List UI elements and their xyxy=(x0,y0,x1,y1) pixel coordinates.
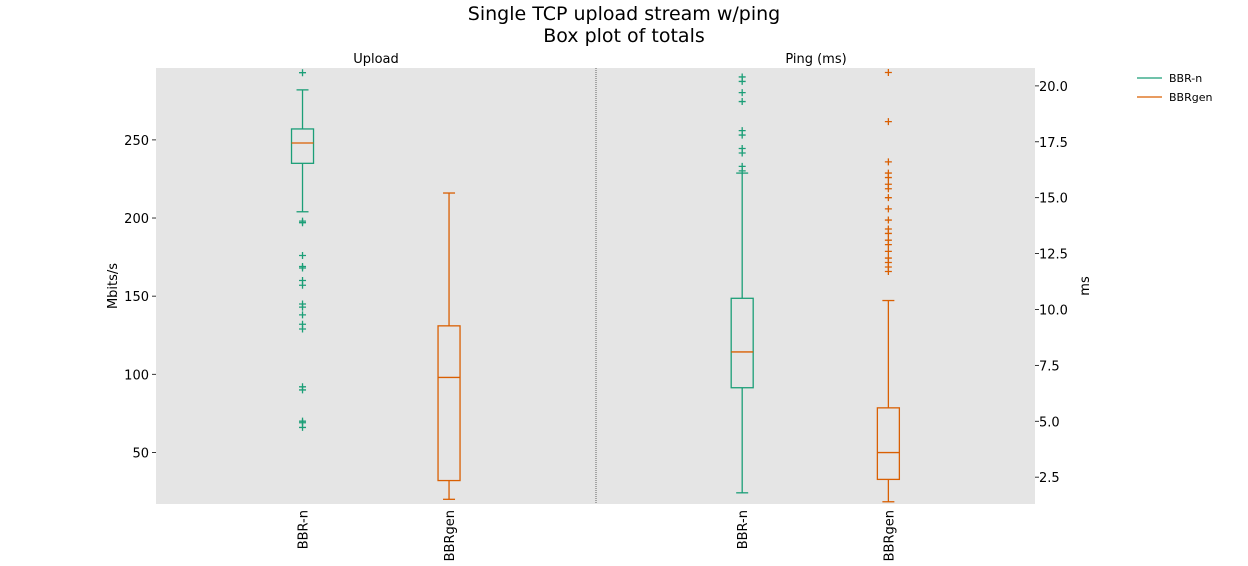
outlier-bbr-n xyxy=(299,252,307,260)
outlier-bbrgen xyxy=(884,185,892,193)
x-tick-label: BBR-n xyxy=(297,510,312,549)
chart-title: Single TCP upload stream w/ping xyxy=(468,3,780,25)
y-tick-label: 20.0 xyxy=(1039,80,1068,95)
outlier-bbrgen xyxy=(884,118,892,126)
legend: BBR-n BBRgen xyxy=(1137,72,1212,104)
outlier-bbr-n xyxy=(299,311,307,319)
outlier-bbr-n xyxy=(738,149,746,157)
outlier-bbr-n xyxy=(299,281,307,289)
outlier-bbrgen xyxy=(884,229,892,237)
outlier-bbr-n xyxy=(299,69,307,77)
upload-y-axis-label: Mbits/s xyxy=(106,263,121,309)
outlier-bbr-n xyxy=(299,217,307,225)
outlier-bbrgen xyxy=(884,241,892,249)
outlier-bbr-n xyxy=(738,167,746,175)
y-tick-label: 7.5 xyxy=(1039,359,1060,374)
outlier-bbr-n xyxy=(738,98,746,106)
outlier-bbr-n xyxy=(299,386,307,394)
x-tick-label: BBR-n xyxy=(736,510,751,549)
box-bbr-n xyxy=(290,128,315,164)
ping-y-axis-label: ms xyxy=(1078,276,1093,296)
y-tick-label: 2.5 xyxy=(1039,471,1060,486)
ping-panel-title: Ping (ms) xyxy=(785,52,846,67)
plot-background xyxy=(156,68,1035,504)
outlier-bbr-n xyxy=(738,131,746,139)
outlier-bbr-n xyxy=(299,423,307,431)
x-tick-label: BBRgen xyxy=(882,510,897,561)
box-bbrgen xyxy=(437,325,461,482)
outlier-bbr-n xyxy=(299,325,307,333)
outlier-bbrgen xyxy=(884,267,892,275)
outlier-bbrgen xyxy=(884,174,892,182)
outlier-bbrgen xyxy=(884,68,892,76)
box-bbr-n xyxy=(730,297,754,389)
y-tick-label: 250 xyxy=(124,134,149,149)
outlier-bbrgen xyxy=(884,158,892,166)
box-bbrgen xyxy=(876,407,901,481)
y-tick-label: 100 xyxy=(124,368,149,383)
y-tick-label: 10.0 xyxy=(1039,303,1068,318)
y-tick-label: 12.5 xyxy=(1039,248,1068,263)
outlier-bbr-n xyxy=(738,77,746,85)
outlier-bbr-n xyxy=(299,264,307,272)
legend-label-bbrgen: BBRgen xyxy=(1169,91,1212,104)
outlier-bbr-n xyxy=(299,303,307,311)
outlier-bbrgen xyxy=(884,216,892,224)
y-tick-label: 150 xyxy=(124,290,149,305)
x-tick-label: BBRgen xyxy=(443,510,458,561)
outlier-bbrgen xyxy=(884,194,892,202)
chart-subtitle: Box plot of totals xyxy=(543,25,705,47)
y-tick-label: 17.5 xyxy=(1039,136,1068,151)
y-tick-label: 50 xyxy=(132,446,149,461)
y-tick-label: 15.0 xyxy=(1039,192,1068,207)
legend-label-bbr-n: BBR-n xyxy=(1169,72,1202,85)
outlier-bbrgen xyxy=(884,205,892,213)
outlier-bbr-n xyxy=(738,89,746,97)
chart-marks: 50 100 150 200 250 BBR-n BBRgen 2.5 5.0 7.5 10.0 12… xyxy=(124,68,1068,561)
y-tick-label: 5.0 xyxy=(1039,415,1060,430)
y-tick-label: 200 xyxy=(124,212,149,227)
outlier-bbrgen xyxy=(884,247,892,255)
upload-panel-title: Upload xyxy=(353,52,399,67)
